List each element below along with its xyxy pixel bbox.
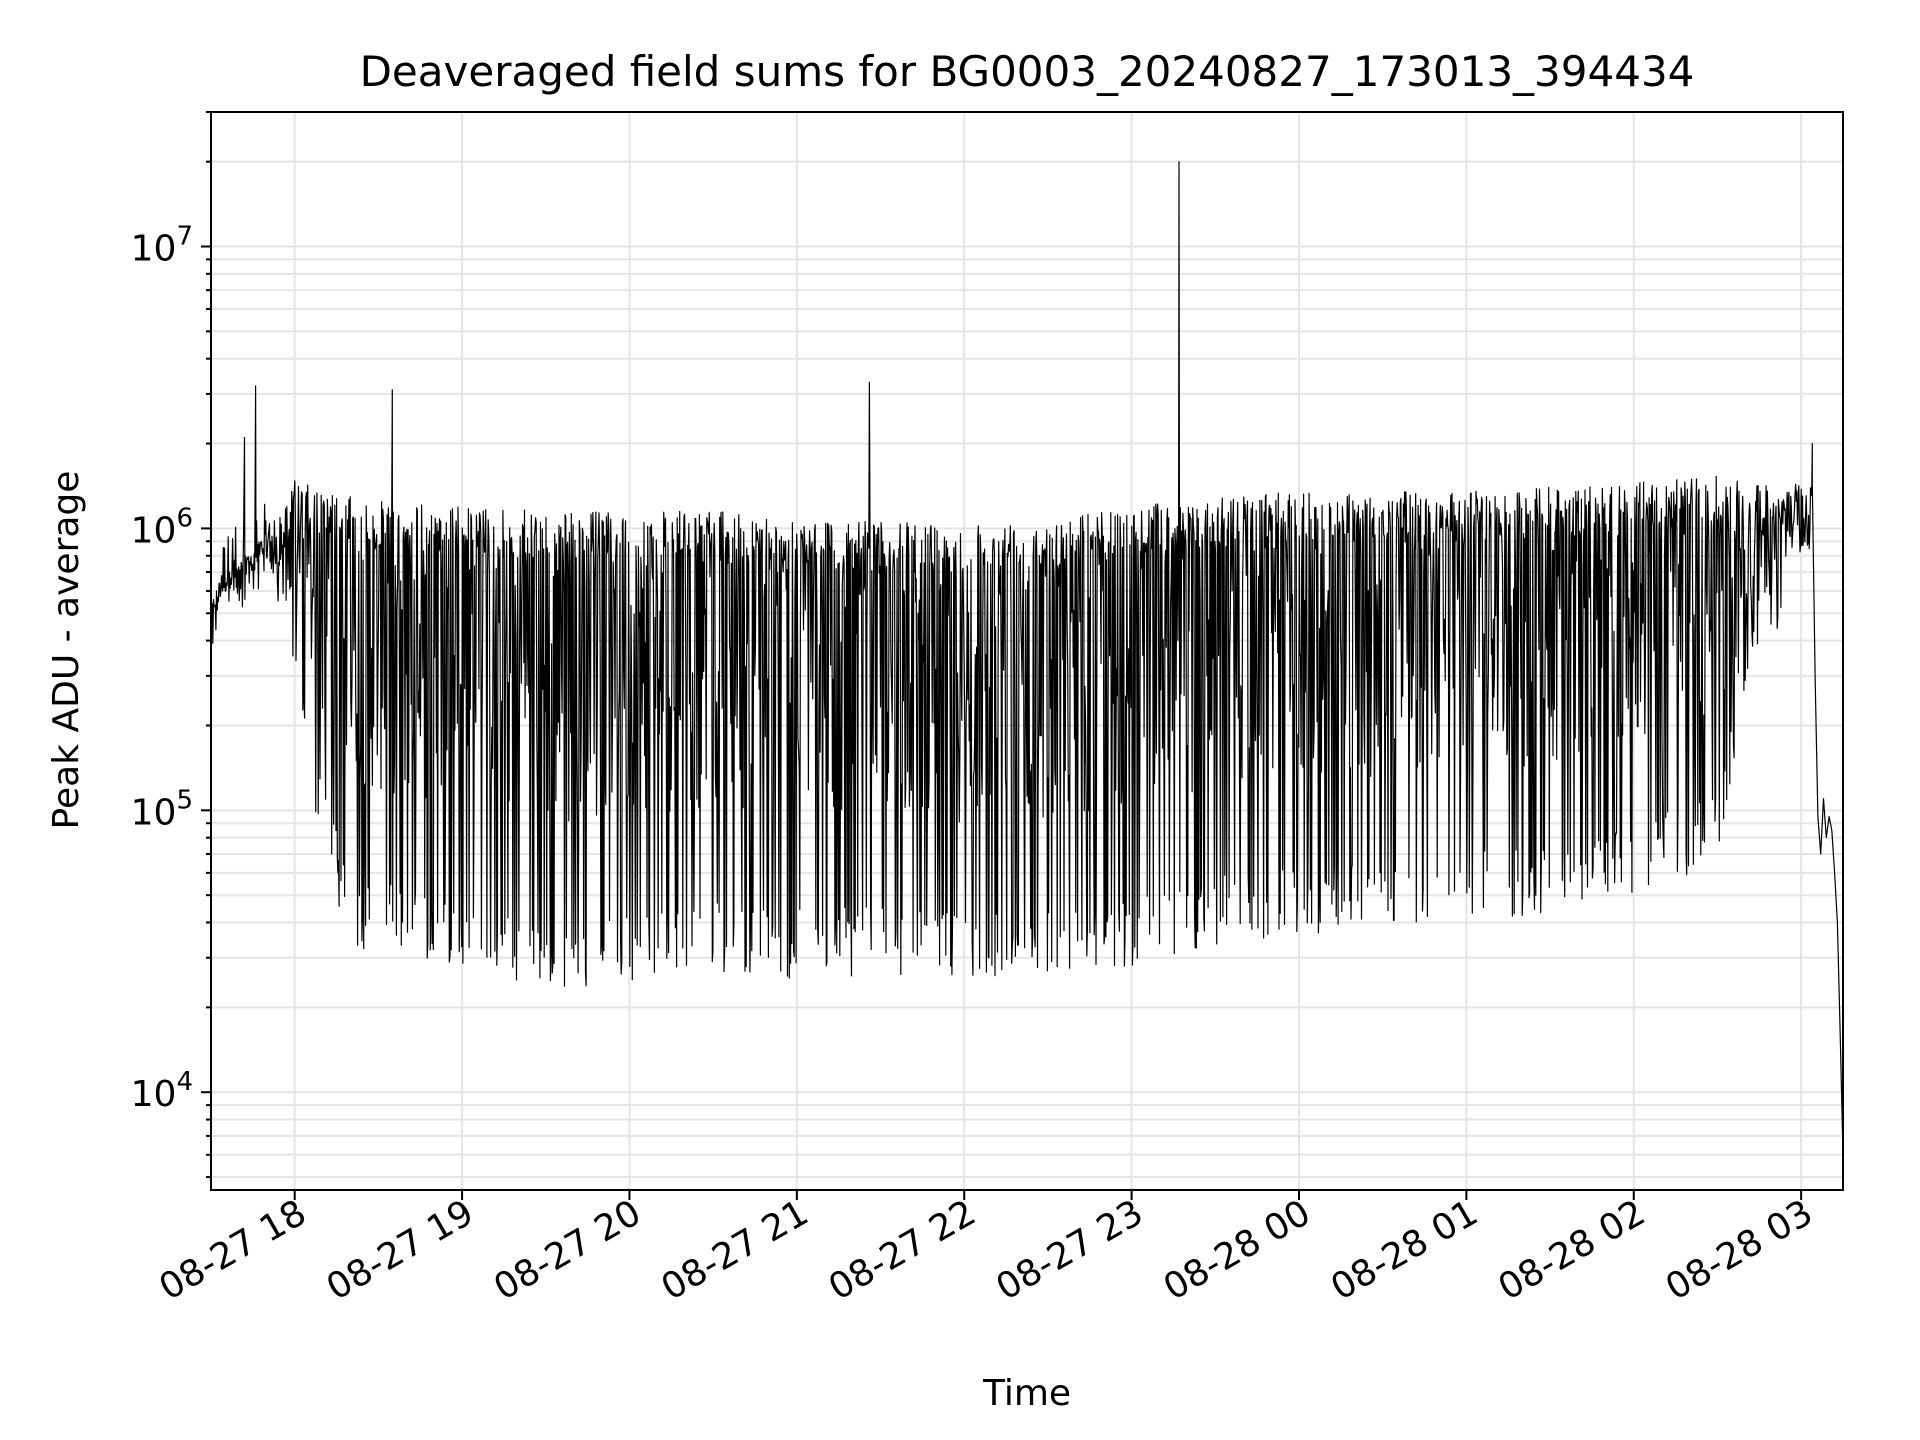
y-axis-label: Peak ADU - average (46, 471, 87, 830)
data-series (210, 161, 1844, 1155)
series-line (210, 161, 1844, 1155)
plot-frame (210, 111, 1844, 1191)
y-tick-label: 107 (131, 222, 193, 270)
y-tick-label: 104 (131, 1067, 193, 1115)
x-axis-label: Time (982, 1373, 1071, 1414)
y-tick-label: 106 (131, 503, 193, 551)
y-tick-label: 105 (131, 785, 193, 833)
chart-title: Deaveraged field sums for BG0003_2024082… (360, 47, 1695, 96)
